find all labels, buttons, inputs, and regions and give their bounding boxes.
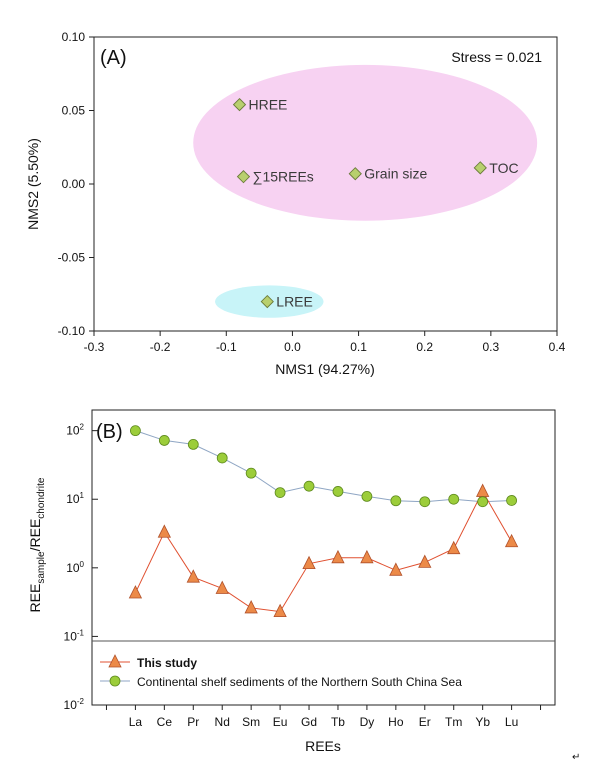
series-1-point-eu (274, 487, 286, 498)
series-0-point-nd (215, 580, 229, 594)
x-tick-label: 0.1 (350, 340, 367, 354)
series-1-point-ho (390, 495, 402, 507)
series-0-point-lu (504, 533, 519, 548)
series-1-point-er (419, 496, 431, 508)
x-tick-label-yb: Yb (475, 715, 490, 729)
point-lree (260, 294, 274, 309)
series-0-point-la (128, 585, 143, 599)
panel-a-label: (A) (100, 47, 127, 69)
x-tick-label: -0.1 (216, 340, 237, 354)
y-label-sep: /REE (27, 519, 43, 552)
y-tick-label: 10-1 (64, 628, 85, 643)
series-0-point-ce (157, 524, 171, 538)
x-tick-label: 0.4 (549, 340, 566, 354)
y-label-sub-sample: sample (36, 551, 47, 584)
panel-a-x-axis-label: NMS1 (94.27%) (275, 361, 375, 377)
x-tick-label-ce: Ce (157, 715, 173, 729)
x-tick-label-dy: Dy (360, 715, 375, 729)
point-label-15rees: ∑15REEs (252, 169, 313, 185)
point-grain-size (348, 167, 362, 181)
legend-marker-this-study (108, 654, 122, 668)
y-label-main: REE (27, 584, 43, 613)
x-tick-label: 0.0 (284, 340, 301, 354)
point-hree (232, 97, 247, 112)
series-0-point-tm (447, 540, 461, 555)
legend: This study Continental shelf sediments o… (100, 654, 462, 689)
series-1-point-pr (187, 439, 199, 450)
series-1-point-ce (158, 435, 170, 446)
panel-b-x-axis-label: REEs (305, 738, 341, 754)
series-0-point-er (418, 554, 432, 568)
point-label-lree: LREE (276, 294, 313, 310)
panel-b-frame (91, 409, 556, 706)
series-0-point-yb (476, 483, 490, 497)
series-0-point-gd (302, 555, 316, 570)
y-tick-label: 101 (66, 491, 84, 506)
x-tick-label-eu: Eu (273, 715, 288, 729)
panel-b-label: (B) (96, 421, 123, 443)
legend-label-shelf: Continental shelf sediments of the North… (137, 675, 462, 689)
x-tick-label: -0.3 (84, 340, 105, 354)
series-0-point-sm (244, 600, 258, 614)
x-tick-label-sm: Sm (242, 715, 260, 729)
x-tick-label-er: Er (419, 715, 431, 729)
x-tick-label-la: La (129, 715, 143, 729)
point-label-hree: HREE (249, 97, 288, 113)
series-0-point-ho (389, 562, 403, 576)
corner-mark: ↵ (572, 752, 580, 763)
x-tick-label: -0.2 (150, 340, 171, 354)
panel-b: 102 101 100 10-1 10-2 La Ce Pr Nd Sm Eu Gd Tb Dy Ho Er T… (27, 409, 556, 754)
series-1-point-la (130, 425, 141, 437)
point-label-toc: TOC (489, 160, 518, 176)
legend-marker-shelf (109, 675, 121, 687)
series-1-point-sm (245, 467, 257, 479)
y-tick-label: 100 (66, 560, 84, 575)
y-tick-label: -0.10 (58, 324, 86, 338)
y-tick-label: 102 (66, 423, 84, 438)
y-tick-label: 0.00 (62, 177, 86, 191)
x-tick-label-tm: Tm (445, 715, 462, 729)
series-1-point-lu (506, 495, 517, 506)
x-tick-label-pr: Pr (187, 715, 199, 729)
y-label-sub-chondrite: chondrite (36, 477, 47, 519)
point-15rees (236, 170, 251, 184)
y-tick-label: 10-2 (64, 697, 85, 712)
x-tick-label-lu: Lu (505, 715, 518, 729)
series-0-point-pr (186, 569, 200, 583)
x-tick-label-gd: Gd (301, 715, 317, 729)
panel-a-y-axis-label: NMS2 (5.50%) (25, 138, 41, 230)
series-1-point-tb (332, 486, 344, 497)
panel-a: -0.3 -0.2 -0.1 0.0 0.1 0.2 0.3 0.4 0.10 0.05 0.00 -… (25, 30, 566, 377)
x-tick-label-tb: Tb (331, 715, 345, 729)
series-0-point-eu (273, 603, 287, 618)
legend-label-this-study: This study (137, 656, 197, 670)
series-0-point-dy (360, 549, 374, 564)
panel-b-y-axis-label: REEsample/REEchondrite (27, 477, 47, 612)
x-tick-label-ho: Ho (388, 715, 404, 729)
series-1-point-dy (361, 490, 373, 502)
point-toc (473, 161, 487, 175)
series-1-point-gd (303, 480, 315, 492)
point-label-grain-size: Grain size (364, 166, 427, 182)
y-tick-label: -0.05 (58, 251, 86, 265)
series-1-point-nd (216, 452, 228, 464)
stress-annotation: Stress = 0.021 (451, 49, 542, 65)
x-tick-label: 0.2 (416, 340, 433, 354)
series-0-point-tb (331, 549, 345, 564)
series-1-point-tm (448, 493, 460, 505)
series-1-point-yb (477, 496, 489, 508)
group-ellipse-0 (193, 64, 538, 221)
y-tick-label: 0.10 (62, 30, 86, 44)
x-tick-label: 0.3 (483, 340, 500, 354)
y-tick-label: 0.05 (62, 104, 86, 118)
x-tick-label-nd: Nd (215, 715, 230, 729)
